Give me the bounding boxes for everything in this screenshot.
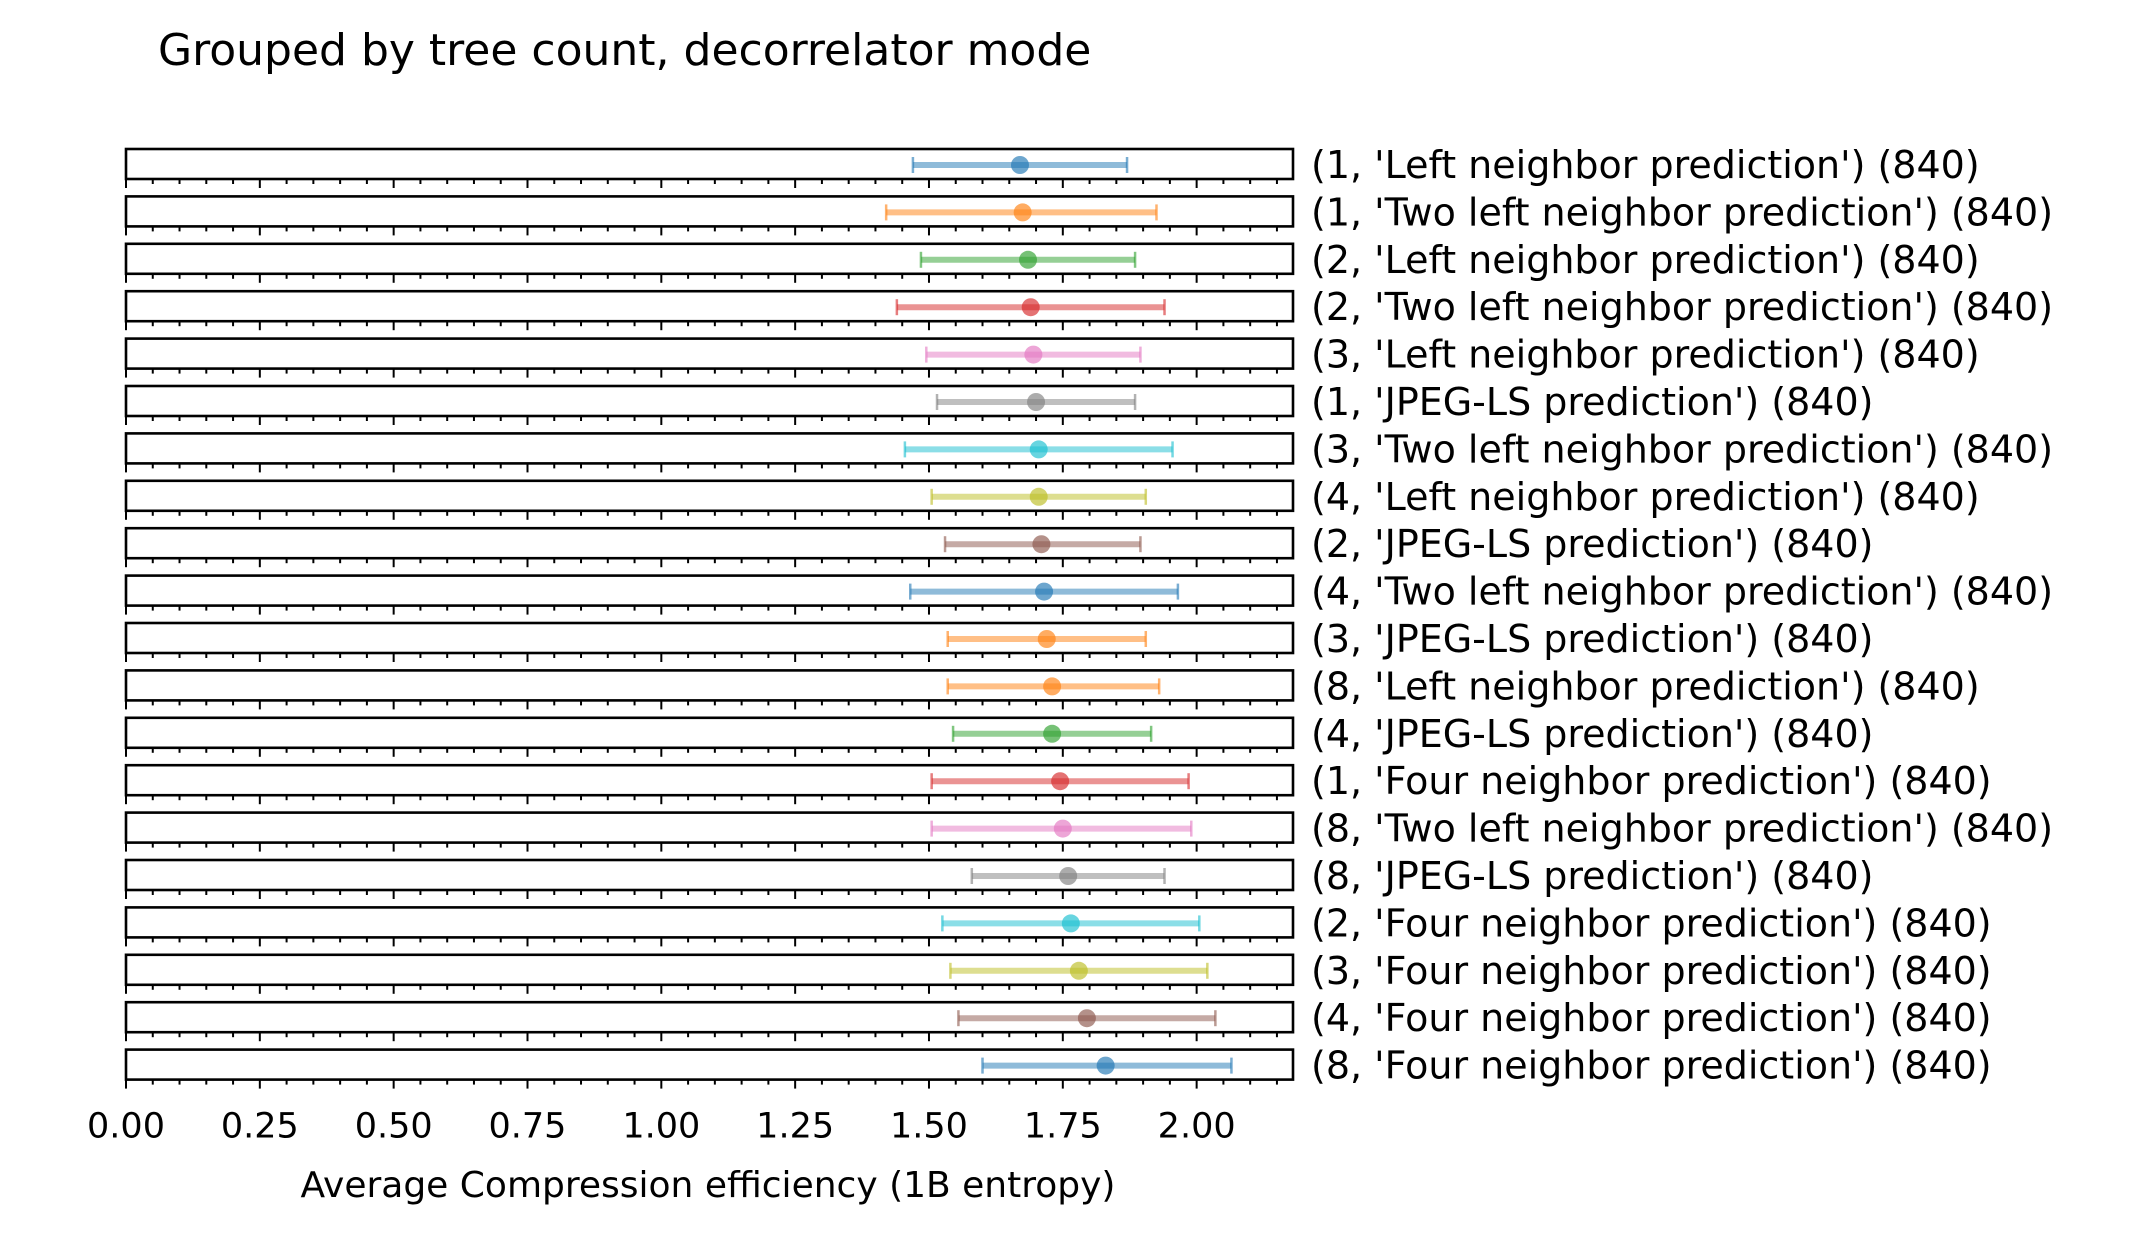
row-panel (124, 953, 1295, 987)
x-tick-label: 1.75 (1024, 1107, 1102, 1147)
row-label: (8, 'JPEG-LS prediction') (840) (1311, 854, 1873, 898)
mean-point (1053, 819, 1072, 838)
row-panel (124, 906, 1295, 939)
row-10: (3, 'JPEG-LS prediction') (840) (124, 617, 1873, 662)
mean-point (1029, 440, 1048, 459)
row-17: (3, 'Four neighbor prediction') (840) (124, 949, 1992, 994)
mean-point (1019, 250, 1038, 269)
row-panel (124, 621, 1295, 655)
row-label: (2, 'Left neighbor prediction') (840) (1311, 238, 1980, 282)
row-panel (124, 858, 1295, 892)
row-panel (124, 716, 1295, 750)
x-tick-label: 1.00 (622, 1107, 700, 1147)
row-panel (124, 811, 1295, 844)
mean-point (1032, 535, 1051, 554)
row-label: (1, 'JPEG-LS prediction') (840) (1311, 380, 1873, 424)
x-tick-label: 2.00 (1158, 1107, 1236, 1147)
row-15: (8, 'JPEG-LS prediction') (840) (124, 854, 1873, 899)
mean-point (1043, 724, 1062, 743)
x-tick-label: 1.25 (756, 1107, 834, 1147)
row-label: (4, 'Left neighbor prediction') (840) (1311, 475, 1980, 519)
row-2: (2, 'Left neighbor prediction') (840) (124, 238, 1980, 283)
row-1: (1, 'Two left neighbor prediction') (840… (124, 190, 2053, 236)
row-18: (4, 'Four neighbor prediction') (840) (124, 996, 1992, 1042)
row-label: (2, 'Four neighbor prediction') (840) (1311, 901, 1992, 945)
mean-point (1010, 156, 1029, 174)
row-panel (124, 526, 1295, 560)
chart-title: Grouped by tree count, decorrelator mode (158, 25, 1091, 76)
mean-point (1051, 772, 1070, 791)
mean-point (1037, 630, 1056, 648)
row-label: (3, 'JPEG-LS prediction') (840) (1311, 617, 1873, 661)
row-panel (124, 147, 1295, 181)
row-panel (124, 574, 1295, 607)
row-12: (4, 'JPEG-LS prediction') (840) (124, 712, 1873, 757)
mean-point (1035, 582, 1054, 601)
row-19: (8, 'Four neighbor prediction') (840) (124, 1044, 1992, 1089)
x-axis: 0.00 0.25 0.50 0.75 1.00 1.25 1.50 1.75 2.00 (87, 1107, 1236, 1147)
row-label: (4, 'Four neighbor prediction') (840) (1311, 996, 1992, 1040)
row-8: (2, 'JPEG-LS prediction') (840) (124, 522, 1873, 568)
row-3: (2, 'Two left neighbor prediction') (840… (124, 285, 2053, 331)
mean-point (1069, 961, 1088, 980)
row-label: (4, 'JPEG-LS prediction') (840) (1311, 712, 1873, 756)
row-label: (8, 'Four neighbor prediction') (840) (1311, 1044, 1992, 1088)
row-label: (2, 'JPEG-LS prediction') (840) (1311, 522, 1873, 566)
row-11: (8, 'Left neighbor prediction') (840) (124, 664, 1980, 710)
row-6: (3, 'Two left neighbor prediction') (840… (124, 427, 2053, 473)
row-label: (3, 'Two left neighbor prediction') (840… (1311, 427, 2053, 471)
mean-point (1059, 867, 1078, 885)
mean-point (1096, 1056, 1115, 1075)
row-panel (124, 242, 1295, 276)
x-axis-label: Average Compression efficiency (1B entro… (301, 1165, 1116, 1206)
x-tick-label: 1.50 (890, 1107, 968, 1147)
row-label: (4, 'Two left neighbor prediction') (840… (1311, 570, 2053, 614)
row-7: (4, 'Left neighbor prediction') (840) (124, 475, 1980, 520)
row-panel (124, 337, 1295, 370)
mean-point (1027, 393, 1046, 411)
chart-rows: (1, 'Left neighbor prediction') (840)(1,… (124, 143, 2053, 1089)
row-label: (3, 'Left neighbor prediction') (840) (1311, 333, 1980, 377)
row-panel (124, 479, 1295, 513)
row-label: (2, 'Two left neighbor prediction') (840… (1311, 285, 2053, 329)
row-4: (3, 'Left neighbor prediction') (840) (124, 333, 1980, 378)
row-label: (1, 'Four neighbor prediction') (840) (1311, 759, 1992, 803)
x-tick-label: 0.25 (221, 1107, 299, 1147)
mean-point (1029, 487, 1048, 506)
row-label: (8, 'Left neighbor prediction') (840) (1311, 664, 1980, 708)
x-tick-label: 0.75 (489, 1107, 567, 1147)
row-label: (1, 'Left neighbor prediction') (840) (1311, 143, 1980, 187)
row-label: (8, 'Two left neighbor prediction') (840… (1311, 807, 2053, 851)
mean-point (1061, 914, 1080, 933)
row-panel (124, 289, 1295, 323)
x-tick-label: 0.50 (355, 1107, 433, 1147)
row-14: (8, 'Two left neighbor prediction') (840… (124, 807, 2053, 852)
row-panel (124, 1000, 1295, 1034)
row-label: (1, 'Two left neighbor prediction') (840… (1311, 190, 2053, 234)
row-0: (1, 'Left neighbor prediction') (840) (124, 143, 1980, 188)
row-panel (124, 195, 1295, 228)
row-9: (4, 'Two left neighbor prediction') (840… (124, 570, 2053, 615)
row-panel (124, 384, 1295, 418)
row-5: (1, 'JPEG-LS prediction') (840) (124, 380, 1873, 425)
mean-point (1021, 298, 1040, 317)
x-tick-label: 0.00 (87, 1107, 165, 1147)
row-16: (2, 'Four neighbor prediction') (840) (124, 901, 1992, 947)
row-label: (3, 'Four neighbor prediction') (840) (1311, 949, 1992, 993)
row-13: (1, 'Four neighbor prediction') (840) (124, 759, 1992, 805)
row-panel (124, 669, 1295, 702)
row-panel (124, 1048, 1295, 1081)
row-panel (124, 432, 1295, 465)
mean-point (1077, 1009, 1096, 1028)
mean-point (1024, 345, 1043, 364)
mean-point (1043, 677, 1062, 696)
row-panel (124, 763, 1295, 797)
mean-point (1013, 203, 1032, 222)
